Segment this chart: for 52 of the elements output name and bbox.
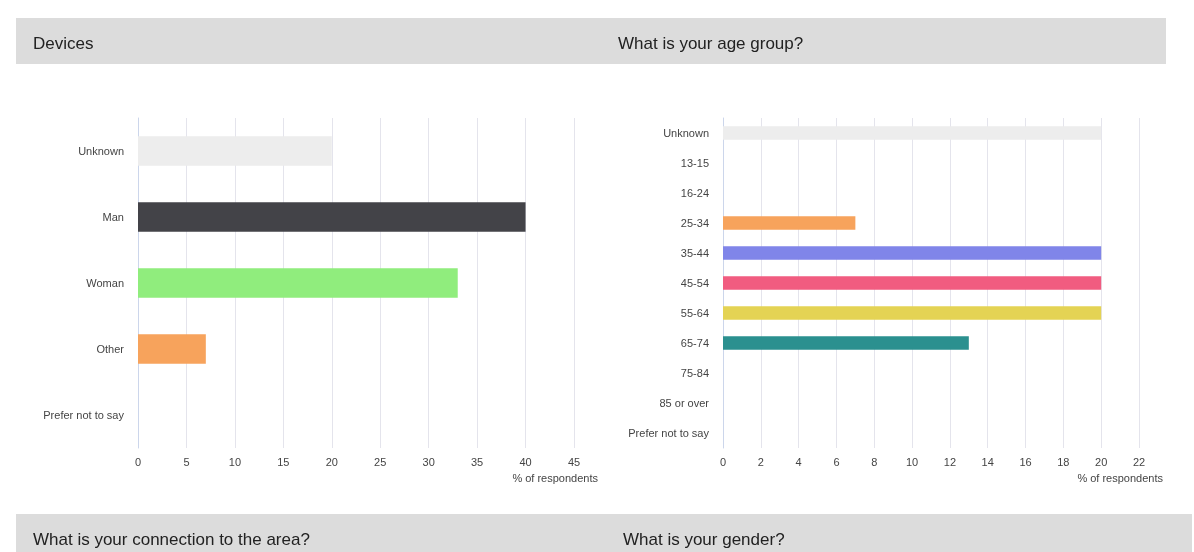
y-tick-label: 25-34	[680, 217, 709, 229]
x-tick-label: 0	[134, 455, 142, 468]
y-tick-label: Prefer not to say	[43, 409, 125, 421]
x-tick-label: 20	[1095, 455, 1108, 468]
x-tick-label: 6	[833, 455, 840, 468]
bar	[723, 306, 1102, 320]
x-tick-label: 22	[1132, 455, 1146, 468]
bar	[138, 202, 526, 232]
bar	[138, 268, 458, 298]
y-tick-label: 85 or over	[659, 397, 710, 409]
x-axis-title: % of respondents	[1077, 471, 1164, 484]
y-tick-label: Man	[102, 211, 124, 223]
x-tick-label: 18	[1057, 455, 1070, 468]
x-tick-label: 5	[183, 455, 190, 468]
x-axis-title: % of respondents	[512, 471, 599, 484]
y-tick-label: Woman	[86, 277, 124, 289]
x-tick-label: 14	[981, 455, 994, 468]
x-tick-label: 10	[228, 455, 242, 468]
chart-title: Devices	[33, 34, 94, 53]
x-tick-label: 4	[795, 455, 802, 468]
y-tick-label: Unknown	[78, 145, 124, 157]
y-tick-label: 45-54	[680, 277, 709, 289]
bar	[723, 246, 1102, 260]
x-tick-label: 12	[943, 455, 957, 468]
bar	[138, 334, 206, 364]
x-tick-label: 2	[757, 455, 764, 468]
y-tick-label: 75-84	[680, 367, 709, 379]
y-tick-label: 16-24	[680, 187, 709, 199]
x-tick-label: 8	[871, 455, 878, 468]
x-tick-label: 40	[519, 455, 532, 468]
x-tick-label: 16	[1019, 455, 1032, 468]
x-tick-label: 15	[277, 455, 290, 468]
x-tick-label: 30	[422, 455, 435, 468]
x-tick-label: 20	[325, 455, 338, 468]
bar	[723, 276, 1102, 290]
x-tick-label: 35	[470, 455, 484, 468]
x-tick-label: 10	[905, 455, 919, 468]
y-tick-label: 13-15	[680, 157, 709, 169]
text: What is your gender?	[623, 530, 785, 549]
y-tick-label: Unknown	[663, 127, 709, 139]
x-tick-label: 45	[567, 455, 581, 468]
y-tick-label: 55-64	[680, 307, 709, 319]
text: What is your connection to the area?	[33, 530, 310, 549]
x-tick-label: 25	[374, 455, 387, 468]
x-tick-label: 0	[719, 455, 727, 468]
y-tick-label: 65-74	[680, 337, 709, 349]
y-tick-label: Other	[96, 343, 125, 355]
bar	[723, 216, 856, 230]
y-tick-label: 35-44	[680, 247, 709, 259]
chart-title: What is your age group?	[618, 34, 804, 53]
bar	[723, 336, 969, 350]
y-tick-label: Prefer not to say	[628, 427, 710, 439]
